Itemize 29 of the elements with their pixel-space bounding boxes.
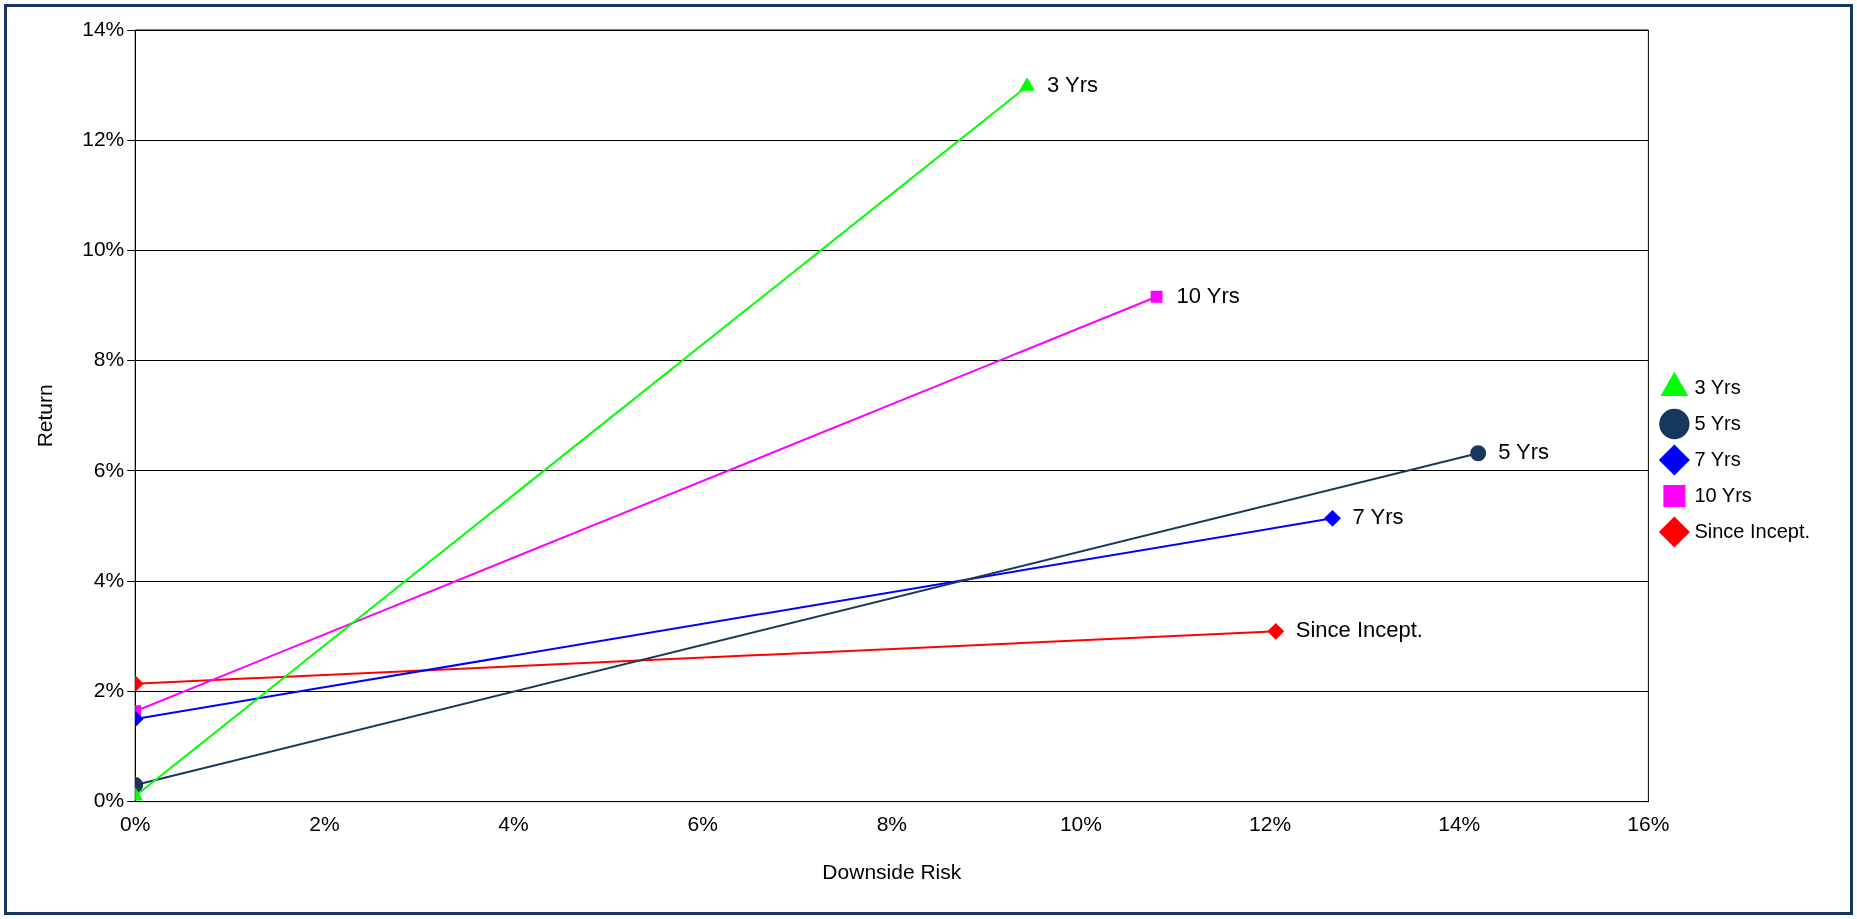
y-tick-label: 10% bbox=[82, 237, 125, 261]
legend-label: 5 Yrs bbox=[1694, 411, 1741, 434]
legend-label: 10 Yrs bbox=[1694, 483, 1752, 506]
annotation: Since Incept. bbox=[1295, 617, 1423, 643]
annotation: 7 Yrs bbox=[1352, 504, 1404, 530]
x-tick-label: 16% bbox=[1627, 812, 1670, 835]
x-axis-title: Downside Risk bbox=[822, 860, 962, 884]
y-tick-label: 6% bbox=[93, 457, 125, 481]
y-tick-label: 4% bbox=[93, 567, 125, 591]
y-tick-label: 12% bbox=[82, 127, 125, 151]
legend-label: 7 Yrs bbox=[1694, 447, 1741, 470]
x-tick-label: 2% bbox=[309, 812, 340, 835]
x-tick-label: 0% bbox=[120, 812, 151, 835]
legend-label: 3 Yrs bbox=[1694, 375, 1741, 398]
x-tick-label: 12% bbox=[1249, 812, 1292, 835]
x-tick-label: 4% bbox=[498, 812, 529, 835]
annotation: 5 Yrs bbox=[1498, 439, 1550, 465]
x-tick-label: 8% bbox=[876, 812, 907, 835]
x-tick-label: 10% bbox=[1059, 812, 1102, 835]
annotation: 10 Yrs bbox=[1176, 282, 1240, 308]
y-tick-label: 0% bbox=[93, 788, 125, 812]
annotation: 3 Yrs bbox=[1047, 72, 1098, 98]
y-tick-label: 8% bbox=[93, 347, 125, 371]
legend-label: Since Incept. bbox=[1694, 519, 1810, 542]
y-tick-label: 14% bbox=[82, 16, 125, 40]
y-tick-label: 2% bbox=[93, 678, 125, 702]
y-axis-title: Return bbox=[33, 384, 57, 448]
x-tick-label: 6% bbox=[687, 812, 718, 835]
x-tick-label: 14% bbox=[1438, 812, 1481, 835]
